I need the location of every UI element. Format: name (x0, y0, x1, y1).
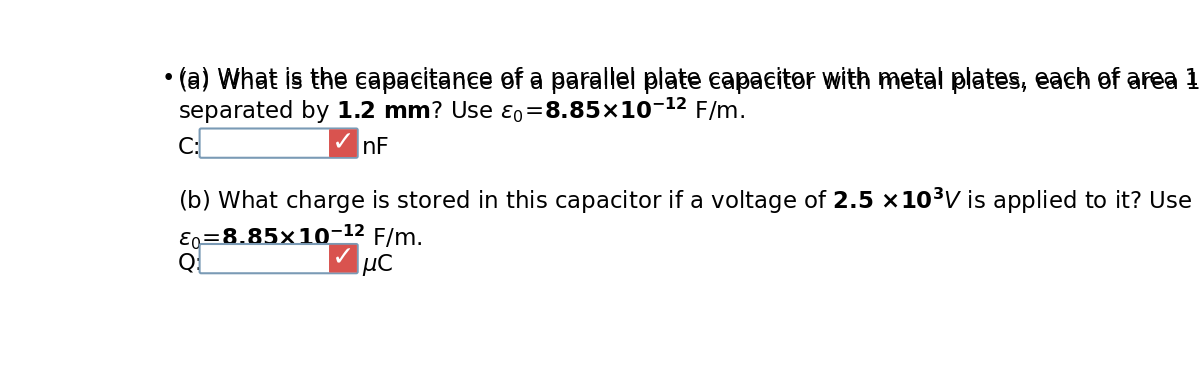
Text: nF: nF (362, 136, 390, 159)
Text: $\varepsilon_0\!=\!\mathbf{8.85{\times}10^{-12}}$ F/m.: $\varepsilon_0\!=\!\mathbf{8.85{\times}1… (178, 223, 422, 252)
FancyBboxPatch shape (199, 244, 358, 273)
Text: ✓: ✓ (331, 246, 354, 272)
Text: (a) What is the capacitance of a parallel plate capacitor with metal plates, eac: (a) What is the capacitance of a paralle… (178, 67, 1200, 90)
Text: (a) What is the capacitance of a parallel plate capacitor with metal plates, eac: (a) What is the capacitance of a paralle… (178, 67, 1200, 97)
Text: •: • (162, 67, 175, 90)
FancyBboxPatch shape (329, 129, 356, 157)
Text: $\mu$C: $\mu$C (362, 252, 394, 278)
Text: Q:: Q: (178, 252, 204, 275)
Text: separated by $\mathbf{1.2\ mm}$? Use $\varepsilon_0\!=\!\mathbf{8.85{\times}10^{: separated by $\mathbf{1.2\ mm}$? Use $\v… (178, 96, 745, 126)
Text: C:: C: (178, 136, 202, 159)
Text: (b) What charge is stored in this capacitor if a voltage of $\mathbf{2.5\ {\time: (b) What charge is stored in this capaci… (178, 186, 1193, 216)
FancyBboxPatch shape (329, 245, 356, 273)
Text: ✓: ✓ (331, 130, 354, 156)
FancyBboxPatch shape (199, 128, 358, 158)
